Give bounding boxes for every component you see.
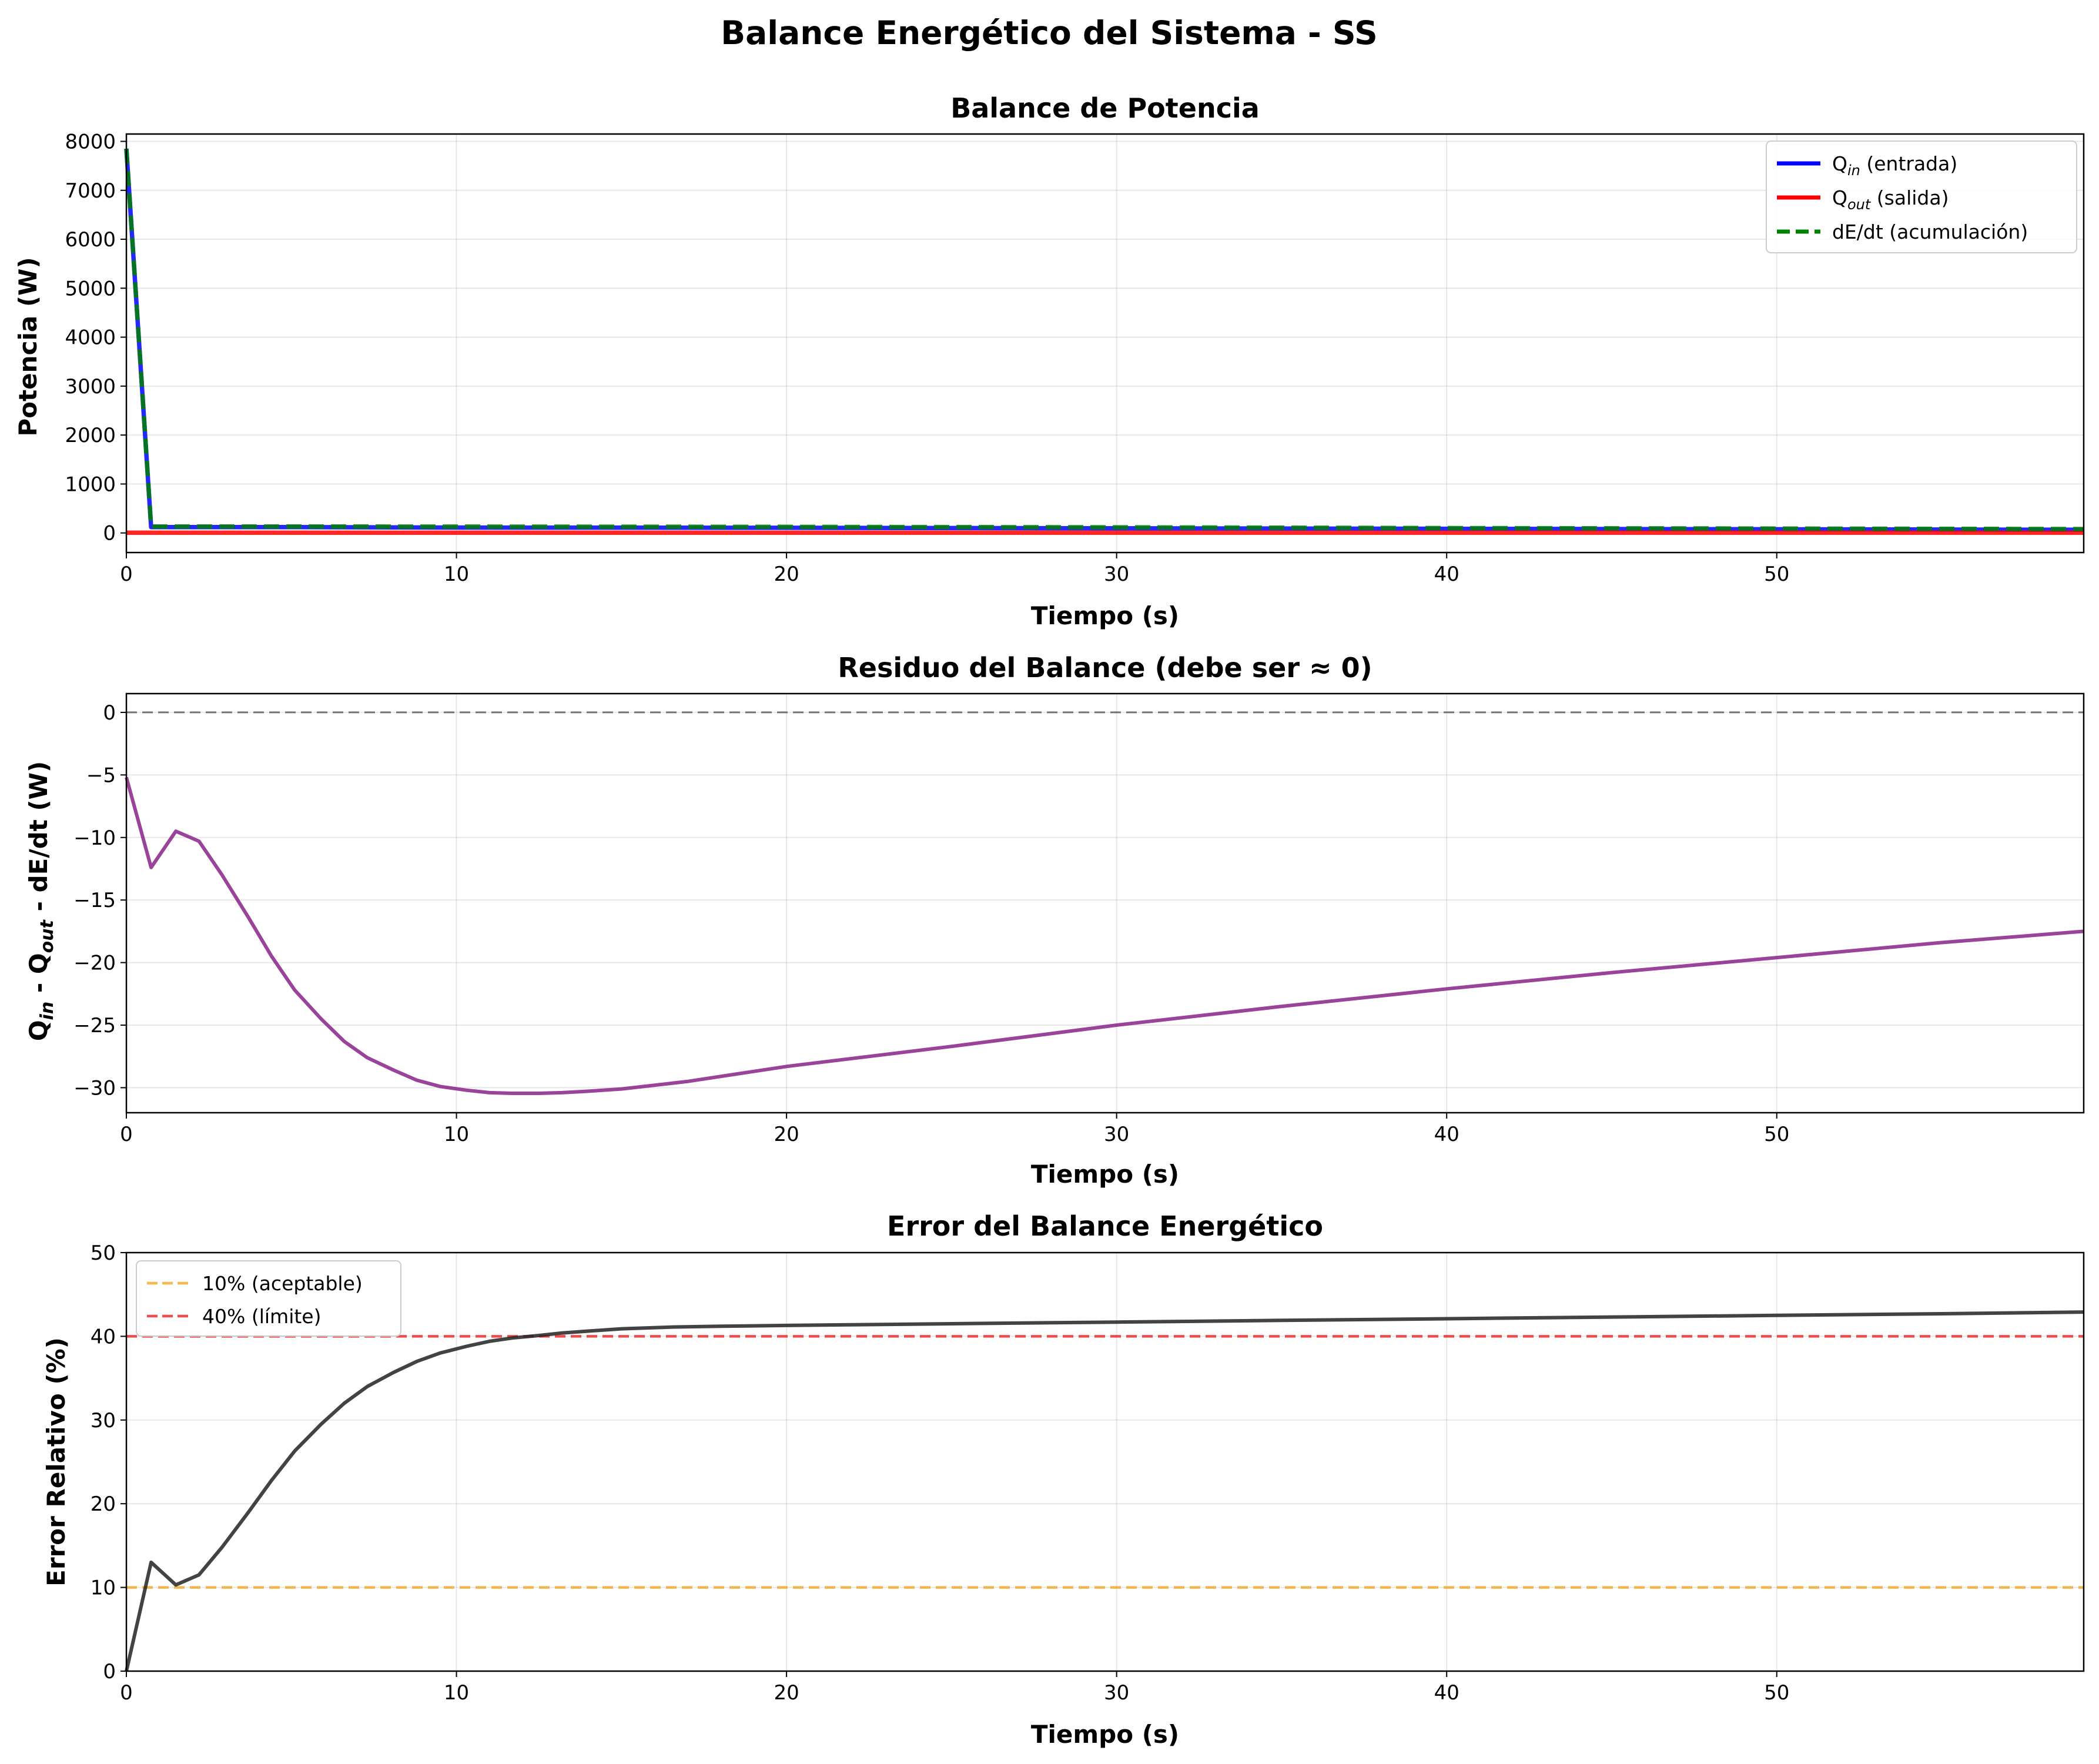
y-tick-label: −10 [73, 826, 116, 850]
y-tick-label: 10 [91, 1576, 116, 1600]
axes-frame [125, 133, 2085, 554]
x-tick-label: 20 [774, 1681, 799, 1705]
y-tick-label: −30 [73, 1076, 116, 1100]
x-tick-label: 0 [120, 1681, 133, 1705]
y-tick-label: 50 [91, 1241, 116, 1265]
grid [126, 694, 2084, 1113]
x-tick-label: 0 [120, 1123, 133, 1146]
y-tick-label: 4000 [65, 326, 116, 350]
x-tick-label: 40 [1434, 563, 1459, 586]
x-tick-label: 0 [120, 563, 133, 586]
series-line [125, 776, 2084, 1095]
legend: Qin (entrada) Qout (salida) dE/dt (acumu… [1766, 140, 2077, 253]
series-group [125, 711, 2084, 1095]
legend-label-ref10: 10% (aceptable) [202, 1272, 363, 1295]
y-tick-label: 30 [91, 1409, 116, 1432]
series-line [124, 148, 2084, 531]
y-tick-label: 20 [91, 1492, 116, 1516]
ticks: 0 10 20 30 40 50 0 1000 2000 3000 4000 5000 6000 7000… [65, 130, 1789, 586]
x-axis-label: Tiempo (s) [1031, 1720, 1179, 1749]
y-tick-label: −25 [73, 1014, 116, 1037]
y-tick-label: 1000 [65, 473, 116, 496]
series-line [125, 1310, 2084, 1672]
x-tick-label: 30 [1104, 1123, 1129, 1146]
axes-frame [125, 1251, 2085, 1672]
series-group [124, 148, 2084, 535]
x-tick-label: 30 [1104, 563, 1129, 586]
x-tick-label: 10 [444, 563, 469, 586]
panel-title: Balance de Potencia [950, 92, 1260, 124]
legend-label-dedt: dE/dt (acumulación) [1832, 220, 2028, 243]
y-tick-label: −5 [86, 764, 116, 787]
y-tick-label: 5000 [65, 277, 116, 300]
power-balance-panel: Balance de Potencia Tiempo (s) Potencia … [14, 92, 2085, 630]
series-group [125, 1310, 2084, 1672]
panel-title: Residuo del Balance (debe ser ≈ 0) [838, 652, 1372, 684]
legend-box [136, 1260, 401, 1337]
x-tick-label: 40 [1434, 1681, 1459, 1705]
relative-error-panel: Error del Balance Energético Tiempo (s) … [42, 1210, 2085, 1749]
y-tick-label: −20 [73, 952, 116, 975]
y-tick-label: 0 [103, 701, 116, 725]
panel-title: Error del Balance Energético [887, 1210, 1323, 1242]
x-tick-label: 10 [444, 1681, 469, 1705]
x-tick-label: 30 [1104, 1681, 1129, 1705]
y-tick-label: 3000 [65, 375, 116, 399]
x-tick-label: 40 [1434, 1123, 1459, 1146]
residual-panel: Residuo del Balance (debe ser ≈ 0) Tiemp… [24, 652, 2085, 1189]
y-tick-label: 40 [91, 1325, 116, 1348]
y-tick-label: 6000 [65, 228, 116, 252]
y-tick-label: −15 [73, 889, 116, 912]
legend-label-ref40: 40% (límite) [202, 1305, 321, 1328]
y-axis-label: Qin - Qout - dE/dt (W) [24, 761, 58, 1041]
y-tick-label: 0 [103, 522, 116, 545]
y-tick-label: 2000 [65, 424, 116, 447]
figure-title: Balance Energético del Sistema - SS [721, 14, 1377, 52]
x-tick-label: 50 [1764, 1123, 1789, 1146]
axes-frame [125, 692, 2085, 1114]
legend-box [1766, 140, 2077, 253]
x-tick-label: 20 [774, 563, 799, 586]
y-tick-label: 0 [103, 1660, 116, 1683]
ticks: 0 10 20 30 40 50 0 −5 −10 −15 −20 −25 −30 [73, 701, 1789, 1146]
x-tick-label: 50 [1764, 563, 1789, 586]
legend-label-qin: Qin (entrada) [1832, 152, 1957, 179]
x-tick-label: 50 [1764, 1681, 1789, 1705]
y-axis-label: Error Relativo (%) [42, 1337, 71, 1586]
x-tick-label: 10 [444, 1123, 469, 1146]
legend-label-qout: Qout (salida) [1832, 186, 1949, 213]
y-tick-label: 8000 [65, 130, 116, 153]
legend: 10% (aceptable) 40% (límite) [136, 1260, 401, 1337]
y-tick-label: 7000 [65, 179, 116, 203]
x-axis-label: Tiempo (s) [1031, 1160, 1179, 1189]
x-axis-label: Tiempo (s) [1031, 601, 1179, 630]
y-axis-label: Potencia (W) [14, 257, 42, 436]
x-tick-label: 20 [774, 1123, 799, 1146]
ticks: 0 10 20 30 40 50 0 10 20 30 40 50 [91, 1241, 1790, 1705]
